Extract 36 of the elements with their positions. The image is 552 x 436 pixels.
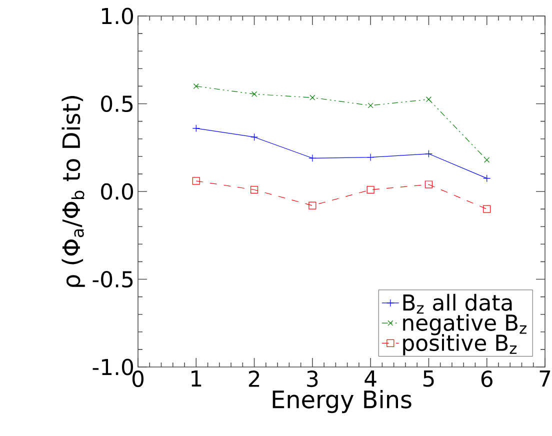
x-tick-label: 2 [248,370,260,387]
legend-label: positive B$_{z}$ [403,334,517,356]
x-tick-label: 6 [481,370,492,388]
point [483,174,491,182]
point [310,94,316,100]
legend-label: negative B$_{z}$ [403,314,526,336]
point [483,205,491,213]
point [192,124,200,132]
x-tick-label: 1 [192,370,202,386]
point [366,153,374,162]
point [250,186,258,194]
y-tick-label: 0.5 [101,95,133,112]
y-tick-label: -0.5 [92,270,133,288]
point [308,202,316,210]
point [192,177,200,185]
x-tick-label: 4 [364,370,376,386]
point [484,157,490,163]
point [424,150,432,158]
point [366,186,374,194]
x-tick-label: 0 [132,370,144,388]
x-axis-title: Energy Bins [272,390,412,414]
point [250,133,258,141]
y-tick-label: 1.0 [102,8,134,24]
y-axis-title: ρ (Φ$_{a}$/Φ$_{b}$ to Dist) [62,96,85,287]
point [193,83,199,89]
point [424,180,432,188]
y-tick-label: -1.0 [92,358,134,376]
point [368,102,374,108]
x-tick-label: 7 [540,370,550,386]
x-tick-label: 3 [307,370,318,388]
y-tick-label: 0.0 [101,183,134,200]
point [252,91,258,97]
point [308,154,316,162]
legend-label: B$_{z}$ all data [403,294,512,314]
point [426,96,432,102]
x-tick-label: 5 [423,370,434,387]
